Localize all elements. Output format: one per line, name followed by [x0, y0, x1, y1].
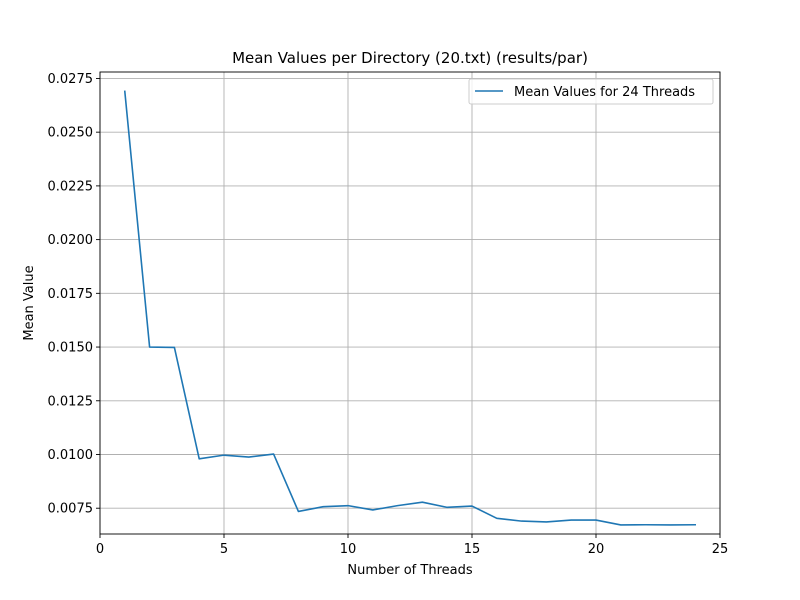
axis-ticks: 0 5 10 15 20 25 0.0075 0.0100 0.0125 0.0150 0.0175…: [48, 72, 729, 557]
x-tick-label: 10: [340, 542, 357, 557]
grid: [99, 72, 721, 534]
data-point: [620, 524, 622, 526]
x-tick-label: 25: [712, 542, 729, 557]
y-tick-label: 0.0250: [48, 126, 94, 141]
data-point: [570, 519, 572, 521]
data-point: [669, 524, 671, 526]
x-tick-label: 15: [464, 542, 481, 557]
y-tick-label: 0.0100: [48, 448, 94, 463]
data-point: [595, 519, 597, 521]
data-point: [471, 505, 473, 507]
data-point: [446, 506, 448, 508]
legend: Mean Values for 24 Threads: [468, 78, 714, 105]
legend-box: [468, 78, 714, 105]
y-tick-label: 0.0275: [48, 72, 94, 87]
series-line: [123, 90, 697, 526]
data-point: [173, 346, 175, 348]
data-point: [372, 509, 374, 511]
y-tick-label: 0.0225: [48, 179, 94, 194]
data-point: [223, 454, 225, 456]
x-axis-label: Number of Threads: [347, 563, 472, 578]
data-point: [272, 453, 274, 455]
y-tick-label: 0.0200: [48, 233, 94, 248]
data-point: [297, 510, 299, 512]
y-axis-label: Mean Value: [22, 265, 37, 340]
data-point: [198, 458, 200, 460]
x-tick-label: 0: [96, 542, 104, 557]
data-point: [347, 504, 349, 506]
legend-label: Mean Values for 24 Threads: [514, 85, 695, 100]
chart-title: Mean Values per Directory (20.txt) (resu…: [232, 49, 588, 67]
data-point: [520, 520, 522, 522]
data-point: [694, 524, 696, 526]
y-tick-label: 0.0175: [48, 287, 94, 302]
y-tick-label: 0.0075: [48, 502, 94, 517]
data-point: [148, 346, 150, 348]
data-point: [248, 456, 250, 458]
plot-frame: [99, 71, 721, 535]
x-tick-label: 20: [588, 542, 605, 557]
data-point: [124, 90, 126, 92]
y-tick-label: 0.0125: [48, 394, 94, 409]
data-point: [396, 504, 398, 506]
data-point: [496, 517, 498, 519]
data-point: [421, 501, 423, 503]
series-layer: [123, 90, 697, 526]
data-point: [545, 521, 547, 523]
data-point: [322, 506, 324, 508]
x-tick-label: 5: [220, 542, 228, 557]
data-point: [644, 524, 646, 526]
y-tick-label: 0.0150: [48, 341, 94, 356]
